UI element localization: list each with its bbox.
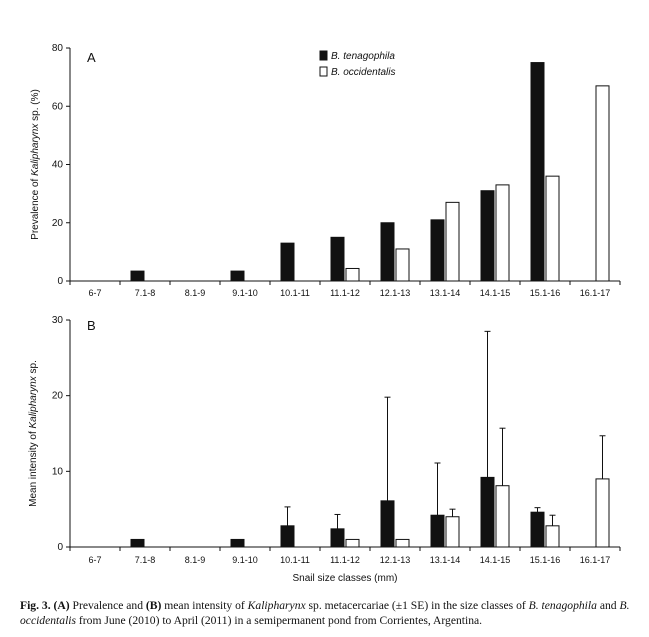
x-tick-label: 16.1-17 [580, 555, 611, 565]
figure-chart: 0 20 40 60 80 6-7 7.1-8 8.1-9 9.1-10 10.1-11 11.1-… [28, 43, 621, 584]
bar-occidentalis [545, 525, 560, 548]
x-tick-label: 11.1-12 [330, 288, 360, 298]
bar-tenagophila [280, 242, 295, 282]
x-axis-label: Snail size classes (mm) [292, 573, 397, 584]
bar-occidentalis [545, 175, 560, 282]
bar-occidentalis [495, 184, 510, 282]
bar-tenagophila [230, 270, 245, 282]
bar-tenagophila [430, 219, 445, 282]
x-tick-label: 7.1-8 [135, 555, 156, 565]
bar-tenagophila [480, 476, 495, 548]
y-tick-label: 20 [52, 391, 64, 402]
x-tick-label: 13.1-14 [430, 288, 461, 298]
caption-part: (B) [145, 599, 162, 612]
x-tick-label: 6-7 [88, 288, 101, 298]
bar-tenagophila [330, 236, 345, 282]
y-axis-label-part: Prevalence of [30, 176, 41, 240]
y-tick-label: 40 [52, 160, 64, 171]
caption-part: sp. metacercariae (±1 SE) in the size cl… [305, 599, 529, 612]
y-axis-label-part: Mean intensity of [28, 429, 39, 507]
x-tick-label: 11.1-12 [330, 555, 360, 565]
bar-tenagophila [530, 62, 545, 282]
y-axis-label-part: Kalipharynx [28, 375, 39, 428]
caption-part: B. tenagophila [528, 599, 597, 612]
y-tick-label: 10 [52, 466, 64, 477]
bar-tenagophila [380, 222, 395, 282]
legend-label: B. occidentalis [331, 67, 395, 78]
caption-part: (A) [53, 599, 70, 612]
x-tick-label: 14.1-15 [480, 288, 511, 298]
bar-occidentalis [495, 485, 510, 548]
x-tick-label: 6-7 [88, 555, 101, 565]
bar-tenagophila [380, 500, 395, 548]
y-tick-label: 20 [52, 218, 64, 229]
caption-part: and [596, 599, 620, 612]
y-tick-label: 30 [52, 315, 64, 326]
x-tick-label: 9.1-10 [232, 555, 258, 565]
bar-occidentalis [595, 85, 610, 282]
x-tick-label: 7.1-8 [135, 288, 156, 298]
caption-part: Prevalence and [69, 599, 146, 612]
caption-part: mean intensity of [161, 599, 248, 612]
bar-tenagophila [330, 528, 345, 548]
bar-tenagophila [230, 538, 245, 548]
x-tick-label: 8.1-9 [185, 288, 206, 298]
bar-occidentalis [445, 516, 460, 548]
x-tick-label: 15.1-16 [530, 288, 561, 298]
y-axis-label-part: sp. [28, 360, 39, 376]
x-tick-label: 10.1-11 [280, 288, 310, 298]
figure-caption: Fig. 3. (A) Prevalence and (B) mean inte… [20, 598, 640, 628]
legend-label: B. tenagophila [331, 51, 395, 62]
x-tick-label: 13.1-14 [430, 555, 461, 565]
x-tick-label: 14.1-15 [480, 555, 511, 565]
panel-label: B [87, 318, 96, 333]
bar-tenagophila [130, 538, 145, 548]
y-axis-label: Prevalence of Kalipharynx sp. (%) [30, 89, 41, 240]
y-axis-label-part: Kalipharynx [30, 123, 41, 176]
y-tick-label: 80 [52, 43, 64, 54]
bar-occidentalis [345, 538, 360, 548]
y-axis-label-part: sp. (%) [30, 89, 41, 123]
caption-part: from June (2010) to April (2011) in a se… [76, 614, 483, 627]
x-tick-label: 10.1-11 [280, 555, 310, 565]
bar-occidentalis [395, 538, 410, 548]
bar-occidentalis [595, 478, 610, 548]
legend-swatch-occidentalis [319, 66, 328, 77]
y-tick-label: 0 [57, 542, 63, 553]
bar-tenagophila [280, 525, 295, 548]
caption-part: B. occidentalis [20, 599, 630, 627]
x-tick-label: 16.1-17 [580, 288, 611, 298]
bar-occidentalis [395, 248, 410, 282]
x-tick-label: 8.1-9 [185, 555, 206, 565]
bar-occidentalis [345, 267, 360, 282]
legend-swatch-tenagophila [319, 50, 328, 61]
panel-label: A [87, 50, 96, 65]
bar-tenagophila [430, 514, 445, 548]
x-tick-label: 12.1-13 [380, 288, 411, 298]
y-tick-label: 0 [57, 276, 63, 287]
x-tick-label: 12.1-13 [380, 555, 411, 565]
bar-tenagophila [530, 511, 545, 548]
caption-fig-label: Fig. 3. [20, 599, 51, 612]
y-tick-label: 60 [52, 101, 64, 112]
x-tick-label: 9.1-10 [232, 288, 258, 298]
caption-part: Kalipharynx [247, 599, 306, 612]
bar-occidentalis [445, 201, 460, 282]
y-axis-label: Mean intensity of Kalipharynx sp. [28, 360, 39, 507]
bar-tenagophila [480, 190, 495, 282]
bar-tenagophila [130, 270, 145, 282]
x-tick-label: 15.1-16 [530, 555, 561, 565]
caption-text: (A) Prevalence and (B) mean intensity of… [20, 599, 629, 627]
